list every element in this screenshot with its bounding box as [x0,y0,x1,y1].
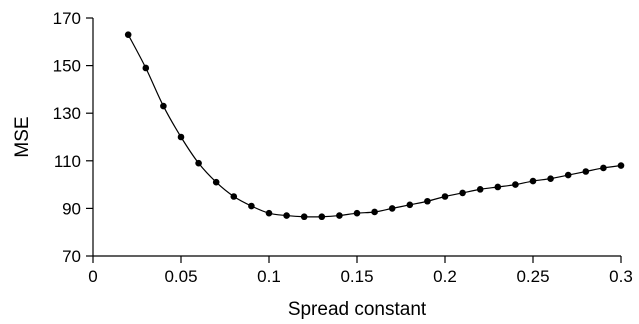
data-point [388,205,396,212]
x-tick-label: 0.1 [257,267,281,286]
y-ticks: 70 90 110 130 150 170 [53,9,93,266]
y-axis-title: MSE [12,116,33,157]
data-point [283,212,290,219]
data-point [212,178,220,186]
data-point [459,189,466,197]
axes [92,18,621,257]
data-point [371,208,378,216]
y-tick-label: 150 [53,57,81,76]
data-point [318,213,326,221]
data-point [177,133,185,141]
x-tick-label: 0.2 [433,267,457,286]
y-tick-label: 110 [54,152,81,171]
x-axis-title: Spread constant [288,299,427,320]
data-point [617,162,625,169]
data-point [230,193,238,200]
series-line [127,34,622,218]
data-point [124,31,132,38]
data-point [424,197,431,205]
plot-area [124,31,625,221]
x-ticks: 0 0.05 0.1 0.15 0.2 0.25 0.3 [88,256,633,286]
y-tick-label: 170 [53,9,81,28]
data-point [600,164,607,172]
data-point [248,202,255,210]
data-point [195,159,202,167]
data-point [406,201,414,209]
data-point [494,183,502,191]
data-point [441,193,449,200]
data-point [564,171,572,179]
data-point [547,175,554,182]
data-point [582,168,590,175]
x-tick-label: 0 [88,267,97,286]
data-point [353,209,361,217]
data-point [529,177,537,185]
y-tick-label: 70 [62,247,81,266]
data-point [512,181,519,188]
x-tick-label: 0.05 [164,267,197,286]
x-tick-label: 0.25 [516,267,549,286]
y-tick-label: 130 [53,104,81,123]
y-tick-label: 90 [62,199,81,218]
data-point [142,64,150,72]
data-point [336,212,343,219]
data-point [476,186,484,193]
x-tick-label: 0.15 [340,267,373,286]
data-point [265,209,273,217]
data-point [160,102,167,110]
x-tick-label: 0.3 [609,267,633,286]
data-point [300,213,308,221]
